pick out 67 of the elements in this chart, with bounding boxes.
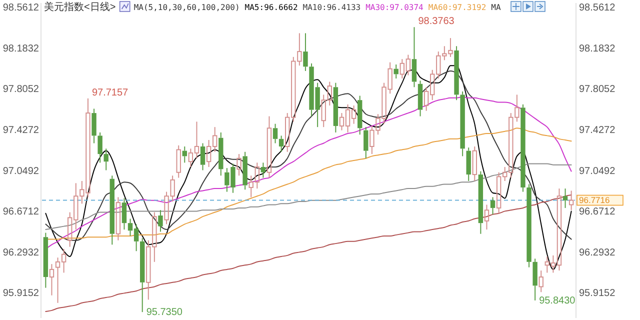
candlestick: [412, 26, 417, 88]
candlestick: [490, 196, 496, 215]
chart-title: 美元指数<日线>: [44, 1, 116, 13]
candlestick: [278, 135, 284, 152]
candlestick: [158, 210, 163, 232]
y-tick-label: 97.0492: [2, 166, 40, 177]
candlestick: [266, 116, 272, 178]
annotation: MA: [491, 3, 501, 12]
text: MA5:96.6662: [244, 3, 298, 12]
y-tick-label: 95.9152: [2, 288, 40, 300]
text: MA10:96.4133: [302, 3, 361, 12]
y2-tick-label: 96.2932: [579, 247, 616, 258]
candlestick: [478, 170, 484, 234]
ref-line-label: 96.7716: [579, 195, 610, 206]
y2-tick-label: 97.8052: [579, 84, 616, 96]
candlestick: [43, 232, 48, 288]
candlestick: [358, 95, 362, 136]
text: MA30:97.0374: [366, 3, 424, 12]
candlestick: [242, 151, 248, 190]
candlestick: [104, 148, 108, 171]
y2-tick-label: 98.1832: [579, 43, 616, 54]
y2-tick-label: 97.4272: [579, 125, 616, 136]
candlestick: [562, 188, 568, 208]
candlestick: [92, 108, 96, 144]
candlestick: [98, 132, 102, 164]
candlestick: [218, 132, 224, 176]
candlestick: [272, 123, 278, 144]
candlestick: [526, 184, 532, 268]
annotation: 95.7350: [146, 307, 183, 318]
candlestick: [460, 90, 465, 157]
y-tick-label: 98.5612: [2, 2, 40, 14]
candlestick: [394, 64, 398, 80]
candlestick: [484, 204, 490, 230]
candlestick: [472, 146, 478, 182]
y2-tick-label: 96.6712: [579, 206, 616, 218]
candlestick: [538, 270, 544, 293]
annotation: 97.7157: [92, 87, 129, 98]
text: MA60:97.3192: [428, 3, 486, 12]
candlestick: [333, 82, 338, 133]
y2-tick-label: 95.9152: [579, 288, 616, 300]
y2-tick-label: 97.0492: [579, 166, 616, 177]
candlestick: [200, 142, 206, 171]
y-tick-label: 96.6712: [2, 206, 40, 218]
candlestick: [454, 46, 459, 101]
y-tick-label: 96.2932: [2, 247, 40, 258]
candlestick: [364, 126, 368, 159]
candlestick: [568, 190, 574, 211]
candlestick: [532, 258, 538, 301]
y-tick-label: 98.1832: [2, 43, 40, 54]
y2-tick-label: 98.5612: [579, 2, 616, 14]
candlestick: [122, 198, 127, 230]
candlestick: [418, 80, 423, 117]
annotation: MA(5,10,30,60,100,200): [134, 3, 240, 12]
candlestick: [116, 196, 121, 241]
annotation: 98.3763: [418, 16, 455, 28]
candlestick: [140, 238, 145, 313]
line-series: [45, 70, 572, 241]
candlestick: [303, 32, 308, 72]
candlestick: [520, 104, 526, 192]
candlestick: [110, 175, 114, 246]
candlestick: [49, 264, 54, 296]
y-tick-label: 97.4272: [2, 125, 40, 136]
annotation: 95.8430: [539, 295, 576, 306]
candlestick: [236, 154, 242, 176]
y-tick-label: 97.8052: [2, 84, 40, 96]
candlestick: [466, 147, 471, 182]
candlestick: [260, 162, 266, 178]
